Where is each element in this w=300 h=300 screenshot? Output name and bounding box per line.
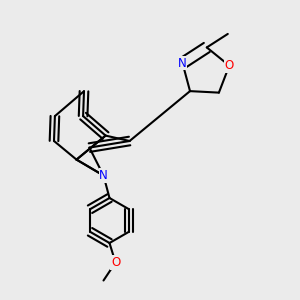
Text: O: O xyxy=(225,59,234,72)
Text: N: N xyxy=(178,57,187,70)
Text: N: N xyxy=(99,169,108,182)
Text: O: O xyxy=(111,256,120,269)
